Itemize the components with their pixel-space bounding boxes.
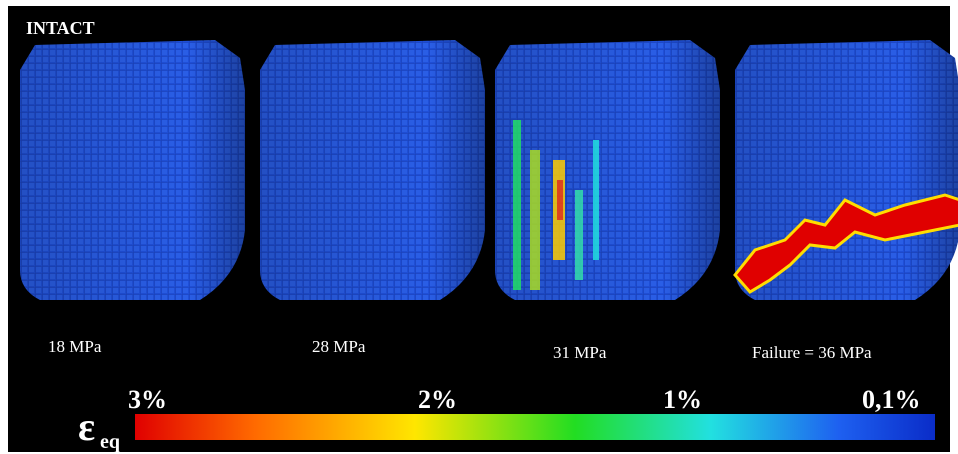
specimen [733, 40, 958, 300]
title: INTACT [26, 18, 95, 38]
colorbar-label: 2% [418, 385, 457, 414]
colorbar-subscript: eq [100, 431, 120, 453]
specimen [20, 40, 245, 300]
colorbar-label: 3% [128, 385, 167, 414]
panel-label: 18 MPa [48, 337, 102, 356]
specimen [495, 40, 720, 300]
colorbar [135, 414, 935, 440]
colorbar-label: 1% [663, 385, 702, 414]
panel-label: 28 MPa [312, 337, 366, 356]
panel-label: Failure = 36 MPa [752, 343, 872, 362]
panel-label: 31 MPa [553, 343, 607, 362]
colorbar-label: 0,1% [862, 385, 921, 414]
specimen [260, 40, 485, 300]
colorbar-symbol: ε [78, 404, 95, 449]
